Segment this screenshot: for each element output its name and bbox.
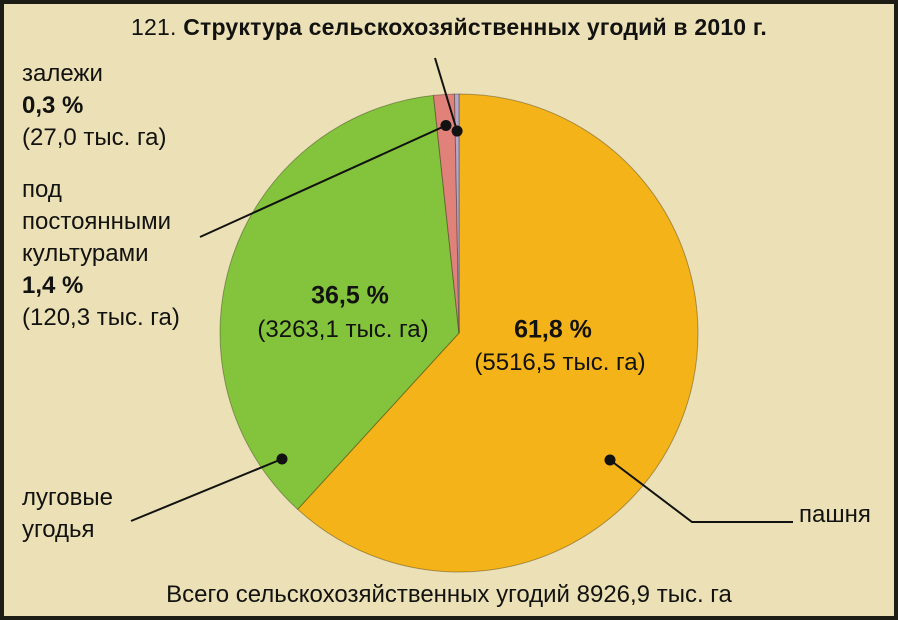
label-fallow-value: (27,0 тыс. га): [22, 124, 167, 151]
label-arable: пашня: [799, 499, 871, 531]
label-meadow-name: луговые угодья: [22, 484, 113, 543]
pie-slice-3: [453, 93, 460, 334]
callout-arable-dot: [604, 454, 616, 466]
label-fallow-percent: 0,3 %: [22, 92, 84, 119]
label-fallow-name: залежи: [22, 60, 103, 87]
meadow-slice-value: (3263,1 тыс. га): [257, 316, 429, 343]
callout-meadow-dot: [276, 453, 288, 465]
meadow-slice-percent: 36,5 %: [311, 281, 389, 310]
pie-chart: [130, 57, 793, 573]
label-permanent-crops-name: под постоянными культурами: [22, 176, 172, 267]
total-label: Всего сельскохозяйственных угодий 8926,9…: [166, 581, 732, 608]
label-arable-name: пашня: [799, 501, 871, 528]
pie-slice-0: [296, 93, 699, 573]
arable-slice-value: (5516,5 тыс. га): [474, 349, 646, 376]
chart-title-text: Структура сельскохозяйственных угодий в …: [183, 14, 767, 40]
callout-arable-line: [609, 459, 793, 523]
label-permanent-crops-percent: 1,4 %: [22, 272, 84, 299]
callout-fallow-line: [434, 57, 459, 132]
callout-meadow-line: [130, 458, 283, 522]
label-permanent-crops-value: (120,3 тыс. га): [22, 304, 180, 331]
chart-title-number: 121.: [131, 14, 177, 40]
pie-slice-1: [219, 94, 460, 511]
callout-permanent-crops-line: [199, 124, 447, 238]
callout-fallow-dot: [451, 125, 463, 137]
callout-permanent-crops-dot: [440, 119, 452, 131]
arable-slice-percent: 61,8 %: [514, 315, 592, 344]
label-meadow: луговые угодья: [22, 482, 144, 546]
label-fallow: залежи 0,3 % (27,0 тыс. га): [22, 58, 167, 154]
pie-slice-2: [432, 93, 460, 334]
chart-title: 121. Структура сельскохозяйственных угод…: [4, 14, 894, 41]
label-permanent-crops: под постоянными культурами 1,4 % (120,3 …: [22, 174, 200, 334]
